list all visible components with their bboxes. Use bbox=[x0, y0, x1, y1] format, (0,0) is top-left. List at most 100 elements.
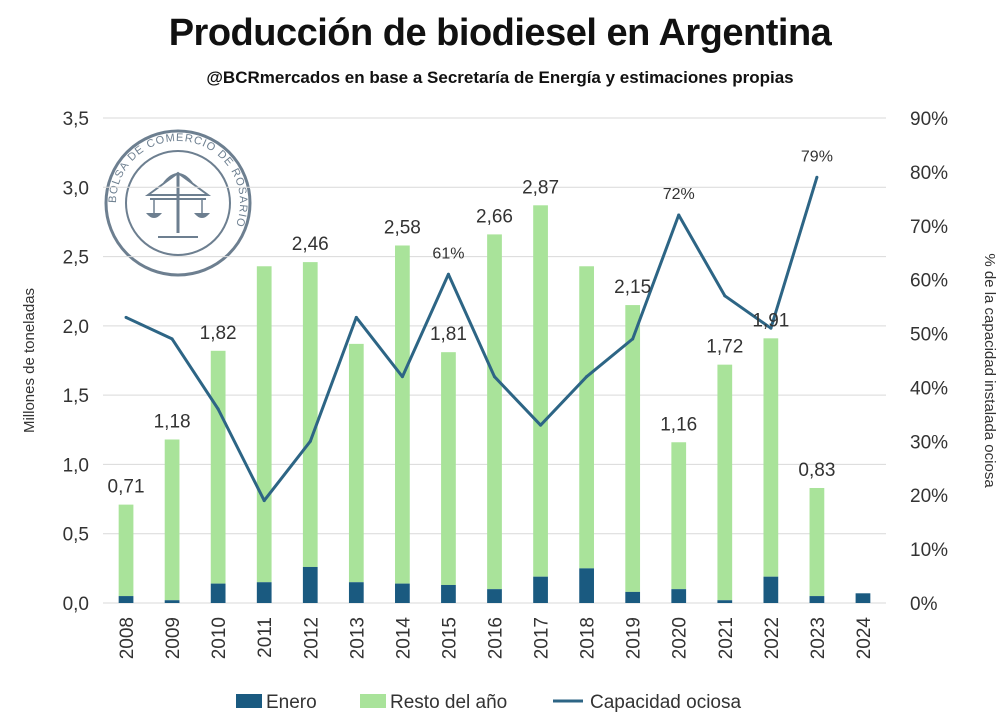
legend-label-capacity: Capacidad ociosa bbox=[590, 692, 741, 713]
bar-enero bbox=[533, 576, 548, 603]
bar-enero bbox=[717, 600, 733, 603]
y2-tick-label: 80% bbox=[910, 163, 948, 184]
y-axis-title: Millones de toneladas bbox=[21, 288, 38, 433]
bar-total-label: 1,91 bbox=[752, 310, 789, 331]
y-tick-label: 2,5 bbox=[63, 248, 89, 269]
bar-enero bbox=[302, 566, 318, 603]
bar-enero bbox=[210, 583, 226, 603]
x-tick-label: 2024 bbox=[854, 617, 875, 660]
bar-total-label: 2,58 bbox=[384, 217, 421, 238]
y-tick-label: 0,5 bbox=[63, 525, 89, 546]
y2-tick-label: 40% bbox=[910, 378, 948, 399]
capacity-point bbox=[769, 326, 773, 330]
legend-label-enero: Enero bbox=[266, 692, 317, 713]
capacity-point bbox=[400, 375, 404, 379]
capacity-point bbox=[585, 375, 589, 379]
bar-resto bbox=[118, 504, 134, 597]
y-tick-label: 3,5 bbox=[63, 109, 89, 130]
capacity-point bbox=[216, 407, 220, 411]
axes: 0,0 0,5 1,0 1,5 2,0 2,5 3,0 3,5 0% 10% 20% 30% 40% 50… bbox=[21, 109, 998, 659]
bar-total-label: 1,72 bbox=[706, 337, 743, 358]
bar-resto bbox=[348, 343, 364, 583]
data-labels: 0,71 1,18 1,82 2,46 2,58 1,81 2,66 2,87 2,15 1,16… bbox=[108, 148, 836, 497]
chart-title: Producción de biodiesel en Argentina bbox=[168, 12, 832, 54]
y-tick-label: 3,0 bbox=[63, 178, 89, 199]
x-tick-label: 2020 bbox=[670, 617, 691, 659]
bar-resto bbox=[625, 305, 641, 592]
bars bbox=[118, 205, 871, 603]
y-tick-label: 0,0 bbox=[63, 594, 89, 615]
bar-enero bbox=[256, 582, 272, 603]
bar-resto bbox=[579, 266, 594, 569]
y-tick-label: 1,0 bbox=[63, 455, 89, 476]
y2-axis-title: % de la capacidad instalada ociosa bbox=[981, 253, 998, 488]
bar-enero bbox=[441, 584, 456, 603]
capacity-point bbox=[493, 375, 496, 379]
capacity-point bbox=[815, 175, 819, 179]
x-tick-label: 2012 bbox=[301, 617, 322, 659]
legend-swatch-enero bbox=[236, 694, 262, 708]
bar-enero bbox=[579, 568, 594, 603]
x-tick-label: 2017 bbox=[532, 617, 553, 659]
bar-total-label: 1,18 bbox=[154, 411, 191, 432]
bar-enero bbox=[118, 596, 134, 603]
bar-resto bbox=[256, 266, 272, 583]
x-tick-label: 2009 bbox=[163, 617, 184, 659]
bar-enero bbox=[855, 593, 871, 603]
capacity-point bbox=[723, 294, 727, 298]
y2-tick-label: 60% bbox=[910, 271, 948, 292]
x-tick-label: 2018 bbox=[578, 617, 599, 659]
bar-enero bbox=[348, 582, 364, 603]
bar-total-label: 0,83 bbox=[798, 460, 835, 481]
bar-enero bbox=[487, 589, 502, 603]
bar-enero bbox=[671, 589, 687, 603]
x-tick-label: 2022 bbox=[762, 617, 783, 659]
y2-tick-label: 0% bbox=[910, 594, 938, 615]
y2-tick-label: 70% bbox=[910, 217, 948, 238]
capacity-point bbox=[677, 213, 681, 217]
capacity-point bbox=[631, 337, 635, 341]
bar-resto bbox=[763, 338, 779, 577]
bar-total-label: 2,46 bbox=[292, 234, 329, 255]
y2-tick-label: 10% bbox=[910, 540, 948, 561]
x-tick-label: 2014 bbox=[393, 617, 414, 660]
x-tick-label: 2023 bbox=[808, 617, 829, 659]
capacity-point bbox=[170, 337, 174, 341]
bar-total-label: 2,15 bbox=[614, 277, 651, 298]
bar-resto bbox=[533, 205, 548, 577]
capacity-label: 72% bbox=[663, 186, 695, 203]
capacity-point bbox=[539, 423, 543, 427]
capacity-label: 61% bbox=[432, 245, 464, 262]
bar-resto bbox=[441, 352, 456, 585]
capacity-line-path bbox=[125, 176, 819, 503]
y-tick-label: 2,0 bbox=[63, 317, 89, 338]
bar-total-label: 1,16 bbox=[660, 414, 697, 435]
x-tick-label: 2008 bbox=[117, 617, 138, 659]
capacity-line bbox=[124, 175, 819, 503]
bar-total-label: 2,87 bbox=[522, 177, 559, 198]
capacity-point bbox=[124, 315, 128, 319]
bcr-seal-logo: BOLSA DE COMERCIO DE ROSARIO bbox=[104, 129, 252, 277]
bar-enero bbox=[164, 600, 180, 603]
x-tick-label: 2013 bbox=[347, 617, 368, 659]
capacity-point bbox=[308, 439, 312, 443]
bar-resto bbox=[809, 487, 825, 597]
bar-resto bbox=[487, 234, 502, 590]
bar-enero bbox=[809, 596, 825, 603]
bar-enero bbox=[763, 576, 779, 603]
bar-resto bbox=[210, 350, 226, 584]
capacity-point bbox=[446, 272, 450, 276]
bar-enero bbox=[395, 583, 410, 603]
bar-total-label: 2,66 bbox=[476, 206, 513, 227]
x-tick-label: 2010 bbox=[209, 617, 230, 659]
x-tick-label: 2011 bbox=[255, 617, 276, 658]
bar-total-label: 1,81 bbox=[430, 324, 467, 345]
legend-label-resto: Resto del año bbox=[390, 692, 507, 713]
legend: Enero Resto del año Capacidad ociosa bbox=[236, 692, 741, 713]
bar-total-label: 0,71 bbox=[108, 477, 145, 498]
capacity-point bbox=[262, 499, 266, 503]
y2-tick-label: 30% bbox=[910, 432, 948, 453]
x-tick-label: 2021 bbox=[716, 617, 737, 659]
